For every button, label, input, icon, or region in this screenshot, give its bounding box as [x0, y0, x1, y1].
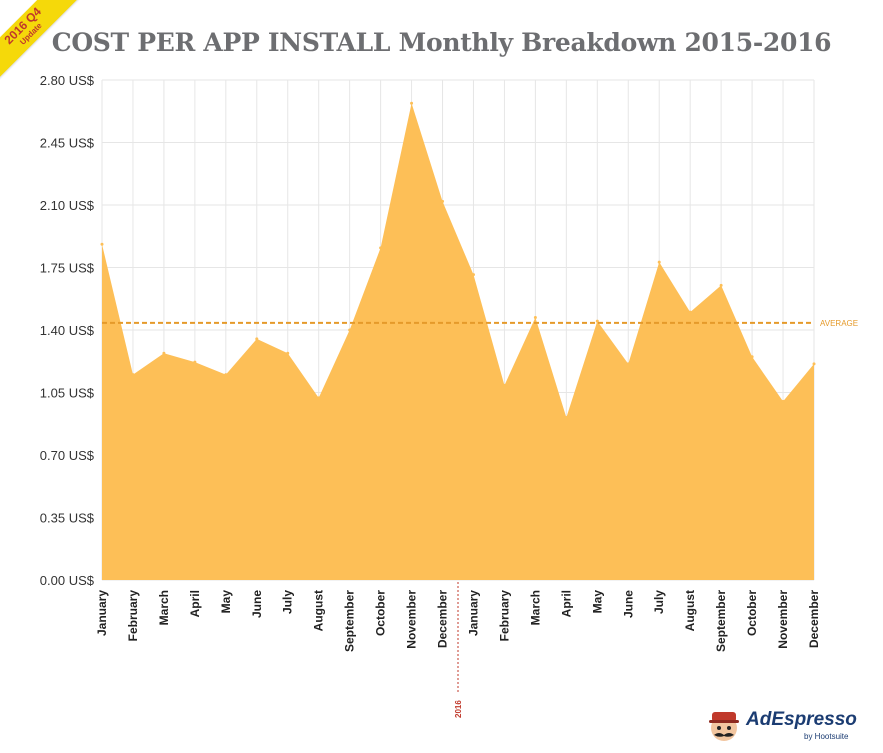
x-tick-label: August [312, 590, 326, 631]
series-area [102, 103, 814, 581]
x-tick-label: February [126, 590, 140, 642]
data-point [317, 396, 321, 400]
x-tick-label: March [528, 590, 542, 625]
data-area [100, 101, 816, 581]
x-tick-label: June [621, 590, 635, 618]
data-point [533, 316, 537, 319]
x-tick-label: July [281, 590, 295, 614]
x-tick-label: August [683, 590, 697, 631]
data-point [626, 362, 630, 366]
brand-byline: by Hootsuite [804, 732, 849, 741]
x-tick-label: December [807, 590, 821, 648]
brand-name: AdEspresso [746, 709, 857, 730]
x-tick-label: October [745, 590, 759, 636]
y-tick-label: 1.05 US$ [40, 386, 95, 401]
year-marker: 2016 [454, 582, 463, 718]
x-tick-label: December [436, 590, 450, 648]
x-tick-label: November [776, 590, 790, 649]
chart-title: COST PER APP INSTALL Monthly Breakdown 2… [51, 28, 832, 57]
brand-logo: AdEspresso by Hootsuite [706, 706, 866, 746]
x-axis: January February March April May June July Augu… [95, 590, 821, 652]
data-point [193, 360, 197, 364]
data-point [224, 373, 228, 377]
data-point [441, 199, 445, 203]
y-tick-label: 1.40 US$ [40, 323, 95, 338]
year-marker-label: 2016 [454, 700, 463, 718]
data-point [564, 416, 568, 419]
data-point [781, 399, 785, 403]
x-tick-label: October [374, 590, 388, 636]
x-tick-label: April [188, 590, 202, 617]
x-tick-label: June [250, 590, 264, 618]
x-tick-label: May [590, 590, 604, 614]
y-tick-label: 2.45 US$ [40, 136, 95, 151]
x-tick-label: January [466, 590, 480, 636]
data-point [502, 383, 506, 387]
data-point [100, 242, 104, 246]
data-point [750, 355, 754, 359]
x-tick-label: April [559, 590, 573, 617]
y-tick-label: 0.35 US$ [40, 511, 95, 526]
data-point [812, 362, 816, 366]
y-tick-label: 1.75 US$ [40, 261, 95, 276]
data-point [471, 273, 475, 277]
x-tick-label: July [652, 590, 666, 614]
y-tick-label: 0.00 US$ [40, 573, 95, 588]
y-tick-label: 0.70 US$ [40, 448, 95, 463]
x-tick-label: September [343, 590, 357, 652]
average-label: AVERAGE [820, 319, 858, 328]
y-tick-label: 2.80 US$ [40, 73, 95, 88]
data-point [410, 101, 414, 105]
data-point [286, 351, 290, 355]
y-tick-label: 2.10 US$ [40, 198, 95, 213]
x-tick-label: March [157, 590, 171, 625]
x-tick-label: May [219, 590, 233, 614]
x-tick-label: September [714, 590, 728, 652]
average-line-group: AVERAGE [102, 319, 858, 328]
data-point [131, 373, 135, 377]
data-point [719, 283, 723, 287]
data-point [657, 260, 661, 264]
x-tick-label: November [405, 590, 419, 649]
data-point [379, 246, 383, 250]
data-point [255, 337, 259, 341]
data-point [162, 351, 166, 355]
y-axis: 0.00 US$ 0.35 US$ 0.70 US$ 1.05 US$ 1.40 US$… [40, 73, 95, 588]
mascot-icon [709, 712, 739, 741]
x-tick-label: February [497, 590, 511, 642]
data-point [688, 310, 692, 314]
data-point [595, 319, 599, 323]
data-point [348, 328, 352, 332]
x-tick-label: January [95, 590, 109, 636]
